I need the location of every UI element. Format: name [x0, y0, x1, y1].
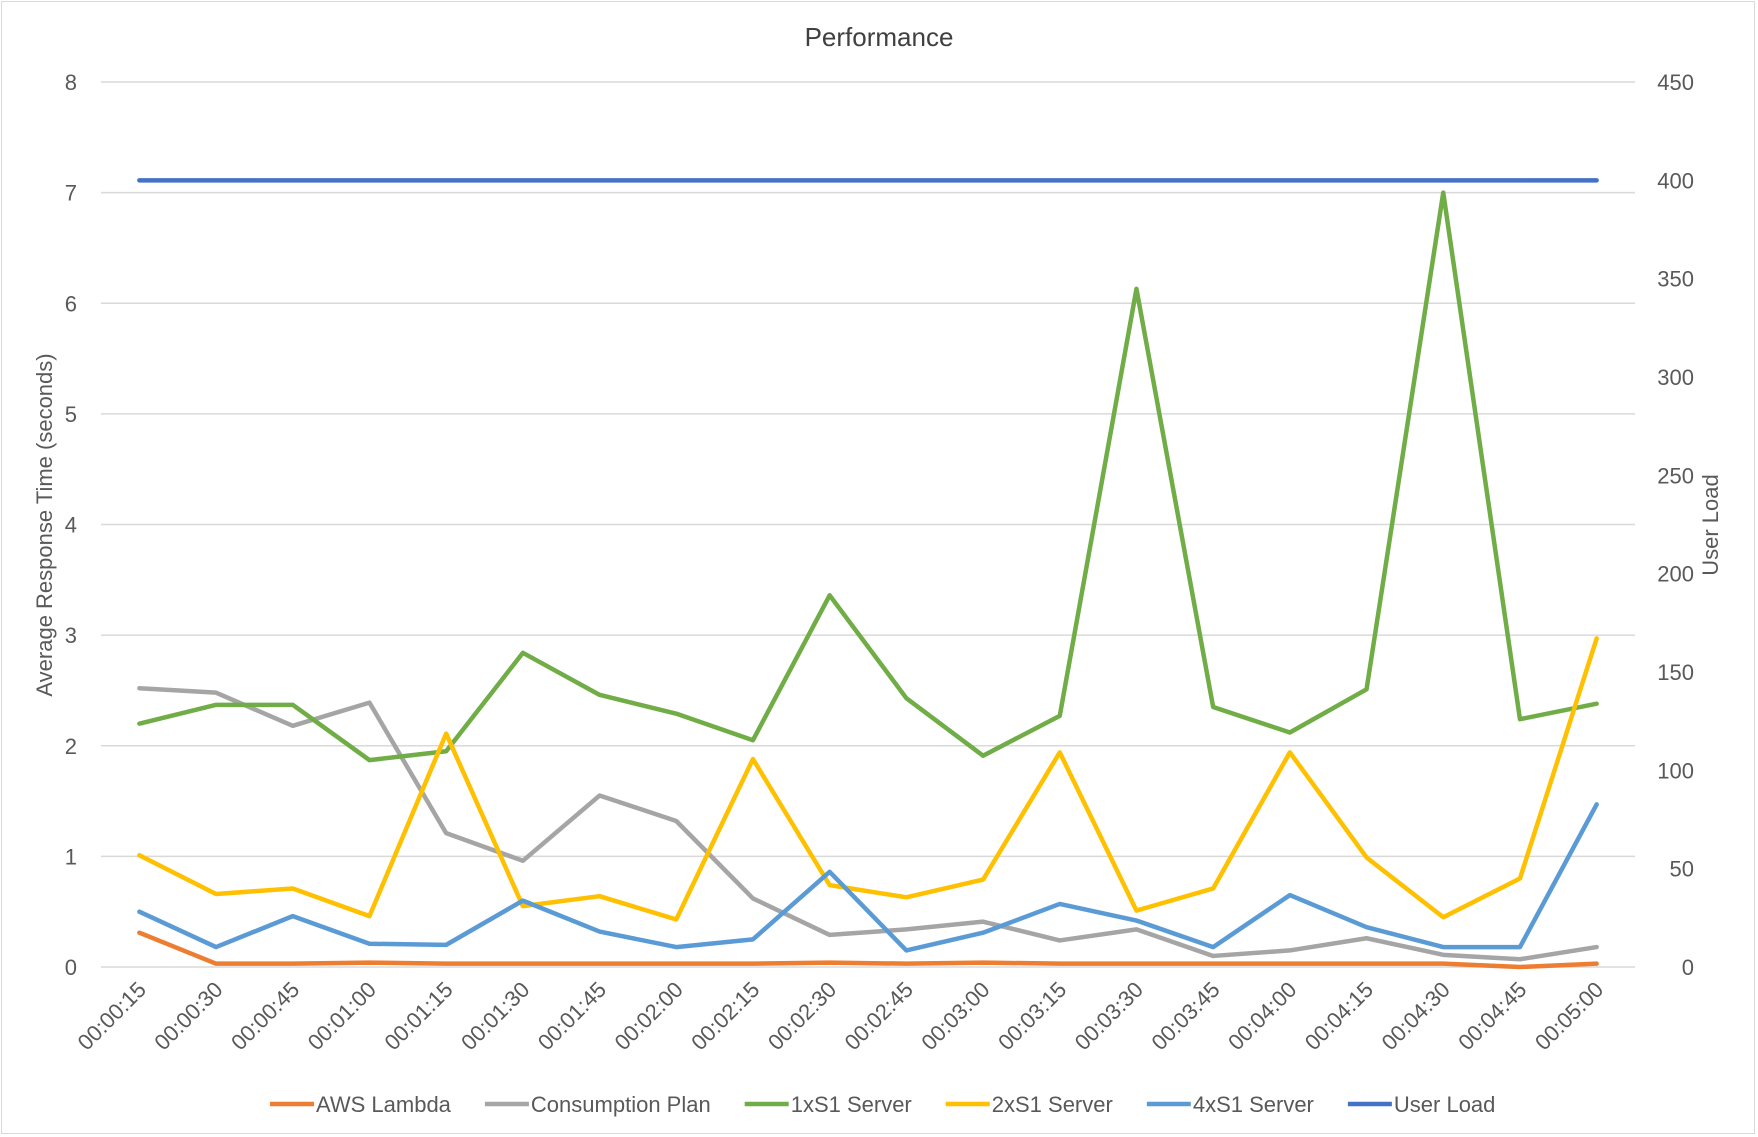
legend-item-aws-lambda: AWS Lambda — [270, 1092, 452, 1117]
y-axis-title: Average Response Time (seconds) — [32, 353, 57, 696]
x-tick-label: 00:00:30 — [149, 977, 227, 1055]
x-tick-label: 00:03:30 — [1070, 977, 1148, 1055]
y2-tick-label: 100 — [1657, 758, 1694, 783]
x-axis-ticks: 00:00:1500:00:3000:00:4500:01:0000:01:15… — [73, 977, 1609, 1055]
x-tick-label: 00:02:45 — [840, 977, 918, 1055]
legend-label: 1xS1 Server — [791, 1092, 912, 1117]
legend-label: AWS Lambda — [316, 1092, 452, 1117]
legend-item-1xs1-server: 1xS1 Server — [744, 1092, 912, 1117]
x-tick-label: 00:04:45 — [1453, 977, 1531, 1055]
legend-item-user-load: User Load — [1347, 1092, 1496, 1117]
legend-label: 4xS1 Server — [1193, 1092, 1314, 1117]
legend-label: User Load — [1394, 1092, 1496, 1117]
y2-tick-label: 350 — [1657, 267, 1694, 292]
x-tick-label: 00:03:15 — [993, 977, 1071, 1055]
y2-tick-label: 0 — [1682, 955, 1694, 980]
series-line-consumption-plan — [137, 685, 1599, 962]
y2-tick-label: 450 — [1657, 70, 1694, 95]
y-tick-label: 0 — [65, 955, 77, 980]
x-tick-label: 00:01:30 — [456, 977, 534, 1055]
series-line-1xs1-server — [137, 190, 1599, 763]
x-tick-label: 00:01:15 — [379, 977, 457, 1055]
y-tick-label: 8 — [65, 70, 77, 95]
y-tick-label: 1 — [65, 844, 77, 869]
series-lines — [137, 178, 1599, 970]
y2-axis-title: User Load — [1698, 474, 1723, 576]
right-axis-ticks: 0 50 100 150 200 250 300 350 400 450 — [1657, 70, 1694, 980]
x-tick-label: 00:03:45 — [1146, 977, 1224, 1055]
x-tick-label: 00:01:45 — [533, 977, 611, 1055]
legend: AWS Lambda Consumption Plan 1xS1 Server 2xS… — [270, 1092, 1495, 1117]
gridlines — [101, 81, 1635, 968]
y2-tick-label: 200 — [1657, 562, 1694, 587]
y-tick-label: 2 — [65, 734, 77, 759]
x-tick-label: 00:00:15 — [73, 977, 151, 1055]
y2-tick-label: 300 — [1657, 365, 1694, 390]
x-tick-label: 00:04:30 — [1377, 977, 1455, 1055]
y2-tick-label: 250 — [1657, 463, 1694, 488]
x-tick-label: 00:00:45 — [226, 977, 304, 1055]
chart-title: Performance — [805, 22, 954, 52]
x-tick-label: 00:04:00 — [1223, 977, 1301, 1055]
y-tick-label: 3 — [65, 623, 77, 648]
x-tick-label: 00:02:15 — [686, 977, 764, 1055]
y2-tick-label: 400 — [1657, 168, 1694, 193]
x-tick-label: 00:03:00 — [916, 977, 994, 1055]
x-tick-label: 00:02:30 — [763, 977, 841, 1055]
left-axis-ticks: 0 1 2 3 4 5 6 7 8 — [65, 70, 77, 980]
legend-item-consumption-plan: Consumption Plan — [484, 1092, 711, 1117]
series-line-4xs1-server — [137, 802, 1599, 953]
x-tick-label: 00:02:00 — [610, 977, 688, 1055]
y-tick-label: 7 — [65, 181, 77, 206]
series-line-aws-lambda — [137, 930, 1599, 970]
y-tick-label: 5 — [65, 402, 77, 427]
y-tick-label: 4 — [65, 513, 77, 538]
legend-item-2xs1-server: 2xS1 Server — [945, 1092, 1113, 1117]
y2-tick-label: 150 — [1657, 660, 1694, 685]
legend-item-4xs1-server: 4xS1 Server — [1146, 1092, 1314, 1117]
y2-tick-label: 50 — [1670, 857, 1694, 882]
y-tick-label: 6 — [65, 291, 77, 316]
legend-label: 2xS1 Server — [992, 1092, 1113, 1117]
x-tick-label: 00:04:15 — [1300, 977, 1378, 1055]
x-tick-label: 00:01:00 — [303, 977, 381, 1055]
series-line-2xs1-server — [137, 636, 1599, 922]
x-tick-label: 00:05:00 — [1530, 977, 1608, 1055]
legend-label: Consumption Plan — [531, 1092, 711, 1117]
